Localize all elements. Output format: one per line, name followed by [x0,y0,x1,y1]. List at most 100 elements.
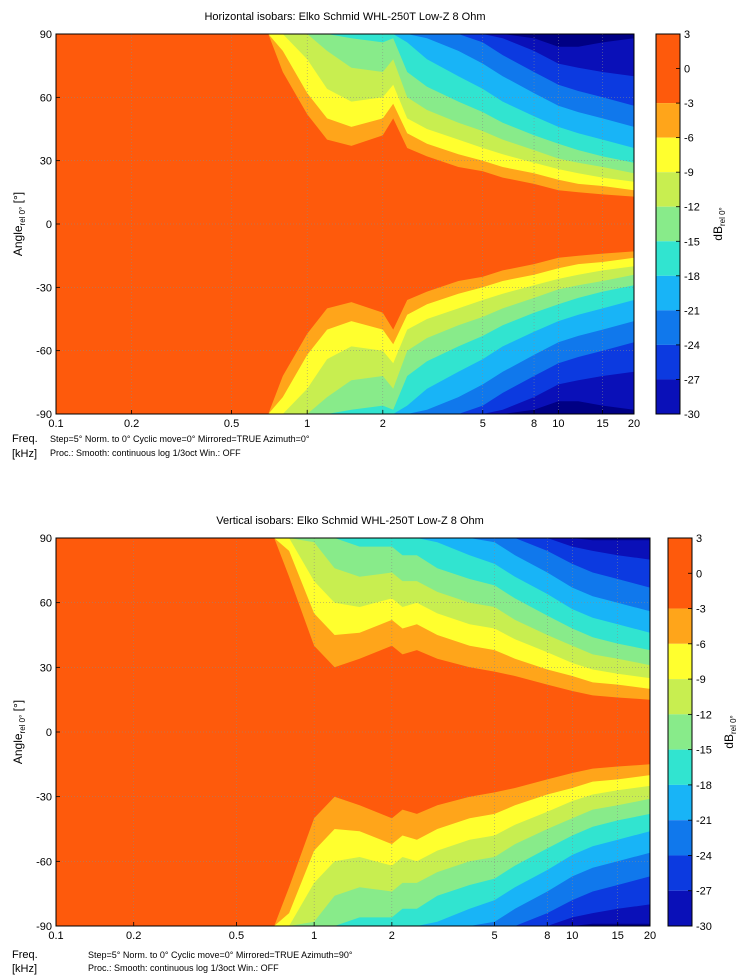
colorbar-tick-label: -3 [696,604,706,616]
y-tick-label: 30 [40,156,52,168]
colorbar-band [656,172,680,207]
colorbar: 3 0 -3 -6 -9 -12 -15 -18 -21 -24 -27 -30 dBrel 0° [655,29,727,421]
colorbar-band [668,714,692,750]
y-tick-label: -30 [36,282,52,294]
colorbar-band [656,275,680,311]
x-tick-label: 20 [644,930,656,942]
y-tick-label: -30 [36,792,52,804]
x-tick-label: 0.1 [48,418,63,430]
horizontal-isobar-chart: Horizontal isobars: Elko Schmid WHL-250T… [11,11,727,460]
colorbar-swatches [668,538,692,926]
y-tick-label: 90 [40,533,52,545]
x-axis-label-freq: Freq. [12,433,38,445]
colorbar-tick-label: -15 [684,236,700,248]
x-tick-label: 5 [480,418,486,430]
isobar-region-upper [56,34,634,127]
colorbar-band [656,206,680,242]
colorbar-label-sub: rel 0° [729,715,738,734]
y-axis-label-sub: rel 0° [18,207,27,226]
chart-title: Vertical isobars: Elko Schmid WHL-250T L… [216,515,484,527]
colorbar-band [668,643,692,680]
y-axis-label-main: Angle [11,225,25,256]
x-axis-label-freq: Freq. [12,949,38,961]
colorbar-tick-label: -27 [684,374,700,386]
colorbar-label-main: dB [722,734,736,749]
x-tick-label: 0.2 [124,418,139,430]
chart-title: Horizontal isobars: Elko Schmid WHL-250T… [204,11,485,23]
colorbar-label-main: dB [711,226,725,241]
y-tick-label: -90 [36,921,52,933]
colorbar-tick-label: -18 [696,780,712,792]
colorbar-band [656,344,680,380]
y-axis-ticks: 90 60 30 0 -30 -60 -90 [36,29,60,421]
x-tick-label: 2 [380,418,386,430]
colorbar-band [656,137,680,173]
x-tick-label: 10 [566,930,578,942]
colorbar-label: dBrel 0° [722,715,738,748]
y-tick-label: 60 [40,92,52,104]
y-tick-label: 60 [40,598,52,610]
y-axis-ticks: 90 60 30 0 -30 -60 -90 [36,533,60,933]
colorbar-tick-label: 3 [696,533,702,545]
colorbar-band [656,310,680,345]
colorbar-tick-label: -18 [684,271,700,283]
contour-fills [56,34,634,414]
x-tick-label: 1 [311,930,317,942]
colorbar-band [668,749,692,785]
isobar-region-upper [56,34,634,47]
y-axis-label-main: Angle [11,733,25,764]
x-axis-ticks: 0.1 0.2 0.5 1 2 5 8 10 15 20 [48,410,640,430]
x-tick-label: 20 [628,418,640,430]
measurement-settings: Step=5° Norm. to 0° Cyclic move=0° Mirro… [50,434,310,444]
x-tick-label: 0.5 [229,930,244,942]
y-tick-label: 0 [46,219,52,231]
x-tick-label: 0.2 [126,930,141,942]
plot-area [55,33,635,415]
colorbar-tick-label: 0 [684,64,690,76]
colorbar-tick-label: -6 [696,639,706,651]
x-tick-label: 5 [492,930,498,942]
colorbar-tick-label: -30 [696,921,712,933]
colorbar-frame [667,537,693,927]
colorbar-swatches [656,34,680,414]
x-axis-label-unit: [kHz] [12,963,37,975]
measurement-settings: Step=5° Norm. to 0° Cyclic move=0° Mirro… [88,950,353,960]
x-tick-label: 15 [612,930,624,942]
colorbar-tick-label: -30 [684,409,700,421]
y-tick-label: 0 [46,727,52,739]
colorbar-tick-label: -24 [696,850,712,862]
colorbar-tick-label: -12 [684,202,700,214]
y-tick-label: 30 [40,662,52,674]
colorbar-band [668,820,692,856]
isobar-region-lower [56,401,634,414]
x-tick-label: 8 [544,930,550,942]
colorbar-band [668,855,692,891]
x-axis-label-unit: [kHz] [12,448,37,460]
colorbar-tick-label: -15 [696,745,712,757]
colorbar-tick-label: -9 [684,167,694,179]
x-tick-label: 0.1 [48,930,63,942]
colorbar: 3 0 -3 -6 -9 -12 -15 -18 -21 -24 -27 -30 dBrel 0° [667,533,738,933]
y-axis-label-unit: [°] [11,192,25,207]
x-axis-ticks: 0.1 0.2 0.5 1 2 5 8 10 15 20 [48,922,656,942]
y-tick-label: -60 [36,856,52,868]
plot-area [55,537,651,927]
y-axis-label: Anglerel 0° [°] [11,700,27,764]
y-axis-label-sub: rel 0° [18,715,27,734]
x-tick-label: 8 [531,418,537,430]
y-tick-label: -90 [36,409,52,421]
processing-settings: Proc.: Smooth: continuous log 1/3oct Win… [88,963,279,973]
colorbar-band [668,890,692,926]
x-tick-label: 2 [389,930,395,942]
colorbar-tick-label: -3 [684,98,694,110]
y-tick-label: -60 [36,346,52,358]
isobar-region-upper [56,538,650,560]
colorbar-frame [655,33,681,415]
isobar-region-lower [56,831,650,926]
colorbar-tick-label: -21 [696,815,712,827]
isobar-region-lower [56,904,650,926]
y-axis-label-unit: [°] [11,700,25,715]
y-tick-label: 90 [40,29,52,41]
colorbar-tick-label: -9 [696,674,706,686]
colorbar-label: dBrel 0° [711,207,727,240]
